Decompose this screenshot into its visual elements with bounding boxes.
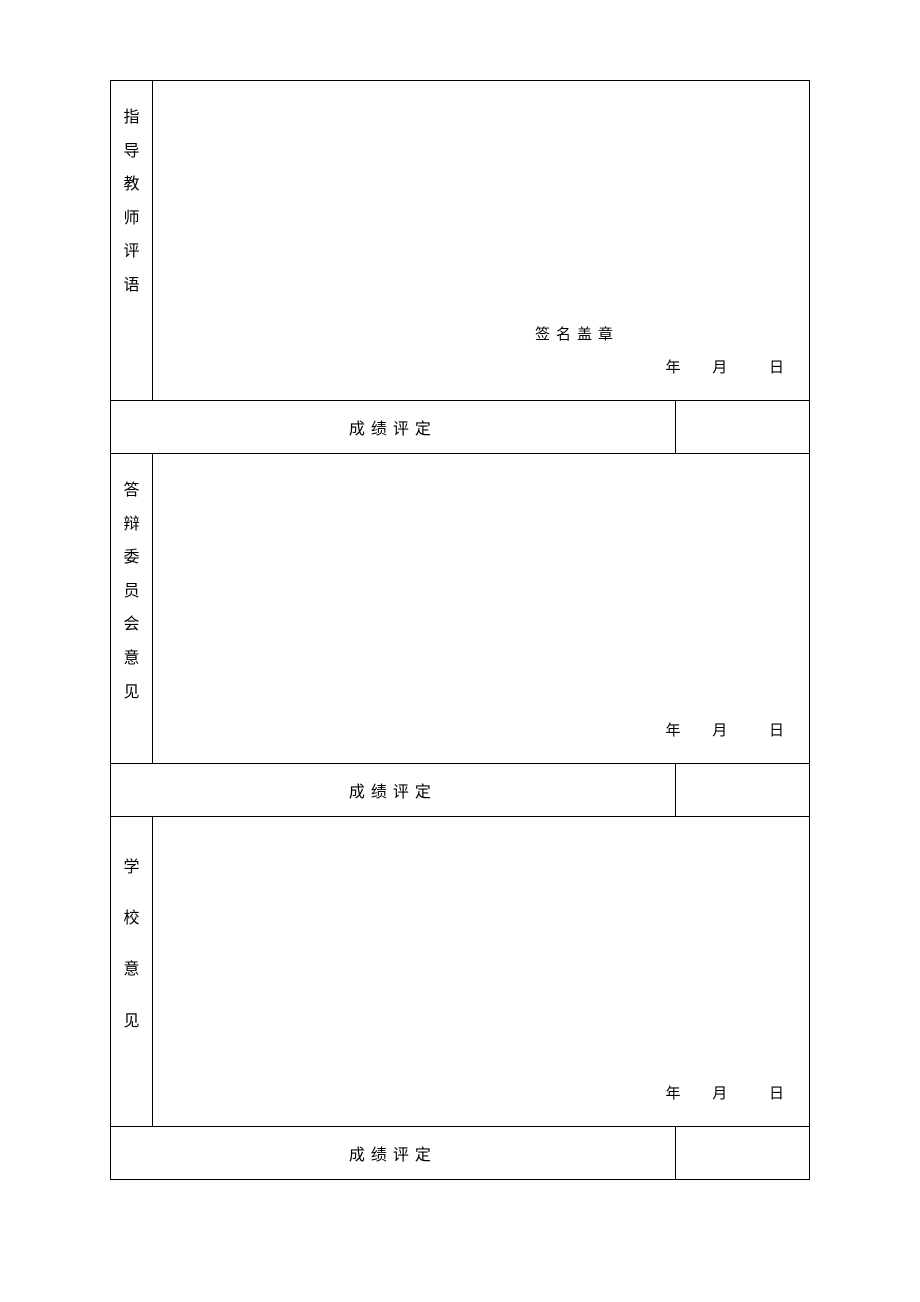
grade-row-3: 成绩评定 [111,1127,810,1180]
date-day-label-2: 日 [769,723,784,739]
date-year-label-3: 年 [665,1086,680,1102]
advisor-date-line: 年 月 日 [535,352,784,385]
grade-value-2 [675,764,809,817]
grade-row-1: 成绩评定 [111,401,810,454]
date-month-label: 月 [712,360,727,376]
advisor-comments-label: 指导教师评语 [111,81,153,401]
section-committee-row: 答辩委员会意见 年 月 日 [111,454,810,764]
grade-label-text-3: 成绩评定 [349,1147,437,1164]
school-date-line: 年 月 日 [665,1078,784,1111]
advisor-comments-content: 签名盖章 年 月 日 [153,81,810,401]
committee-date-block: 年 月 日 [665,715,784,748]
grade-label-2: 成绩评定 [111,764,676,817]
date-month-label-2: 月 [712,723,727,739]
date-year-label-2: 年 [665,723,680,739]
date-day-label: 日 [769,360,784,376]
committee-label: 答辩委员会意见 [111,454,153,764]
advisor-signature-block: 签名盖章 年 月 日 [535,319,784,385]
committee-content: 年 月 日 [153,454,810,764]
section-advisor-comments-row: 指导教师评语 签名盖章 年 月 日 [111,81,810,401]
date-day-label-3: 日 [769,1086,784,1102]
grade-label-1: 成绩评定 [111,401,676,454]
committee-date-line: 年 月 日 [665,715,784,748]
school-content: 年 月 日 [153,817,810,1127]
school-label: 学校意见 [111,817,153,1127]
advisor-comments-label-text: 指导教师评语 [123,109,139,294]
date-year-label: 年 [665,360,680,376]
section-school-row: 学校意见 年 月 日 [111,817,810,1127]
date-month-label-3: 月 [712,1086,727,1102]
signature-label: 签名盖章 [535,319,619,352]
grade-label-3: 成绩评定 [111,1127,676,1180]
signature-label-line: 签名盖章 [535,319,784,352]
grade-label-text-1: 成绩评定 [349,421,437,438]
school-date-block: 年 月 日 [665,1078,784,1111]
grade-value-3 [675,1127,809,1180]
school-label-text: 学校意见 [123,859,139,1030]
grade-row-2: 成绩评定 [111,764,810,817]
grade-label-text-2: 成绩评定 [349,784,437,801]
committee-label-text: 答辩委员会意见 [123,482,139,701]
grade-value-1 [675,401,809,454]
evaluation-form-table: 指导教师评语 签名盖章 年 月 日 成绩评定 答辩委员会意见 [110,80,810,1180]
